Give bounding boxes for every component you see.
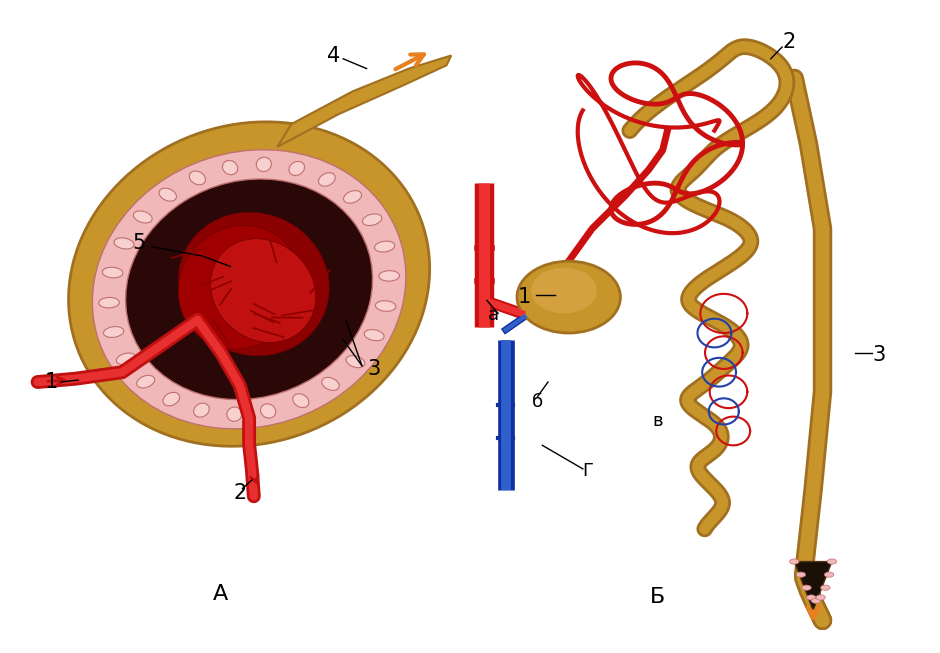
Ellipse shape bbox=[790, 559, 799, 564]
Text: 1: 1 bbox=[518, 287, 531, 307]
Ellipse shape bbox=[260, 404, 275, 418]
Text: 5: 5 bbox=[133, 233, 146, 253]
Text: 4: 4 bbox=[327, 46, 340, 65]
Polygon shape bbox=[794, 562, 832, 611]
Text: б: б bbox=[532, 392, 543, 411]
Ellipse shape bbox=[211, 239, 316, 342]
Text: 3: 3 bbox=[872, 345, 885, 364]
Ellipse shape bbox=[343, 191, 362, 203]
Ellipse shape bbox=[257, 157, 272, 172]
Ellipse shape bbox=[807, 595, 816, 600]
Ellipse shape bbox=[319, 173, 336, 186]
Ellipse shape bbox=[802, 585, 811, 590]
Ellipse shape bbox=[821, 585, 830, 590]
Ellipse shape bbox=[133, 211, 152, 223]
Ellipse shape bbox=[136, 375, 155, 388]
Ellipse shape bbox=[374, 241, 395, 252]
Text: а: а bbox=[488, 306, 499, 324]
Ellipse shape bbox=[223, 161, 238, 175]
Ellipse shape bbox=[346, 356, 365, 368]
Ellipse shape bbox=[99, 297, 119, 308]
Ellipse shape bbox=[92, 150, 406, 429]
Ellipse shape bbox=[816, 595, 825, 600]
Circle shape bbox=[531, 268, 597, 313]
Ellipse shape bbox=[117, 353, 135, 364]
Ellipse shape bbox=[364, 330, 384, 341]
Ellipse shape bbox=[811, 598, 821, 603]
Ellipse shape bbox=[363, 214, 382, 225]
Ellipse shape bbox=[114, 238, 134, 249]
Ellipse shape bbox=[106, 155, 392, 426]
Text: 3: 3 bbox=[368, 359, 381, 379]
Ellipse shape bbox=[796, 572, 806, 577]
Ellipse shape bbox=[179, 212, 329, 356]
Circle shape bbox=[517, 261, 620, 333]
Ellipse shape bbox=[194, 403, 210, 417]
Ellipse shape bbox=[69, 122, 430, 446]
Ellipse shape bbox=[103, 326, 124, 338]
Ellipse shape bbox=[102, 267, 123, 278]
Ellipse shape bbox=[321, 377, 339, 390]
Ellipse shape bbox=[227, 407, 242, 421]
Ellipse shape bbox=[379, 270, 400, 281]
Ellipse shape bbox=[189, 171, 206, 185]
Polygon shape bbox=[277, 56, 451, 147]
Text: 2: 2 bbox=[233, 483, 246, 503]
Ellipse shape bbox=[179, 225, 301, 349]
Ellipse shape bbox=[159, 188, 177, 201]
Text: Б: Б bbox=[650, 588, 666, 607]
Ellipse shape bbox=[289, 161, 305, 176]
Text: А: А bbox=[213, 584, 228, 604]
Ellipse shape bbox=[126, 179, 372, 400]
Text: 2: 2 bbox=[783, 32, 796, 52]
Ellipse shape bbox=[824, 572, 834, 577]
Ellipse shape bbox=[375, 301, 396, 311]
Ellipse shape bbox=[163, 392, 180, 406]
Text: 1: 1 bbox=[45, 372, 58, 392]
Text: Г: Г bbox=[582, 462, 593, 481]
Ellipse shape bbox=[827, 559, 837, 564]
Text: в: в bbox=[652, 411, 664, 430]
Ellipse shape bbox=[292, 394, 309, 407]
